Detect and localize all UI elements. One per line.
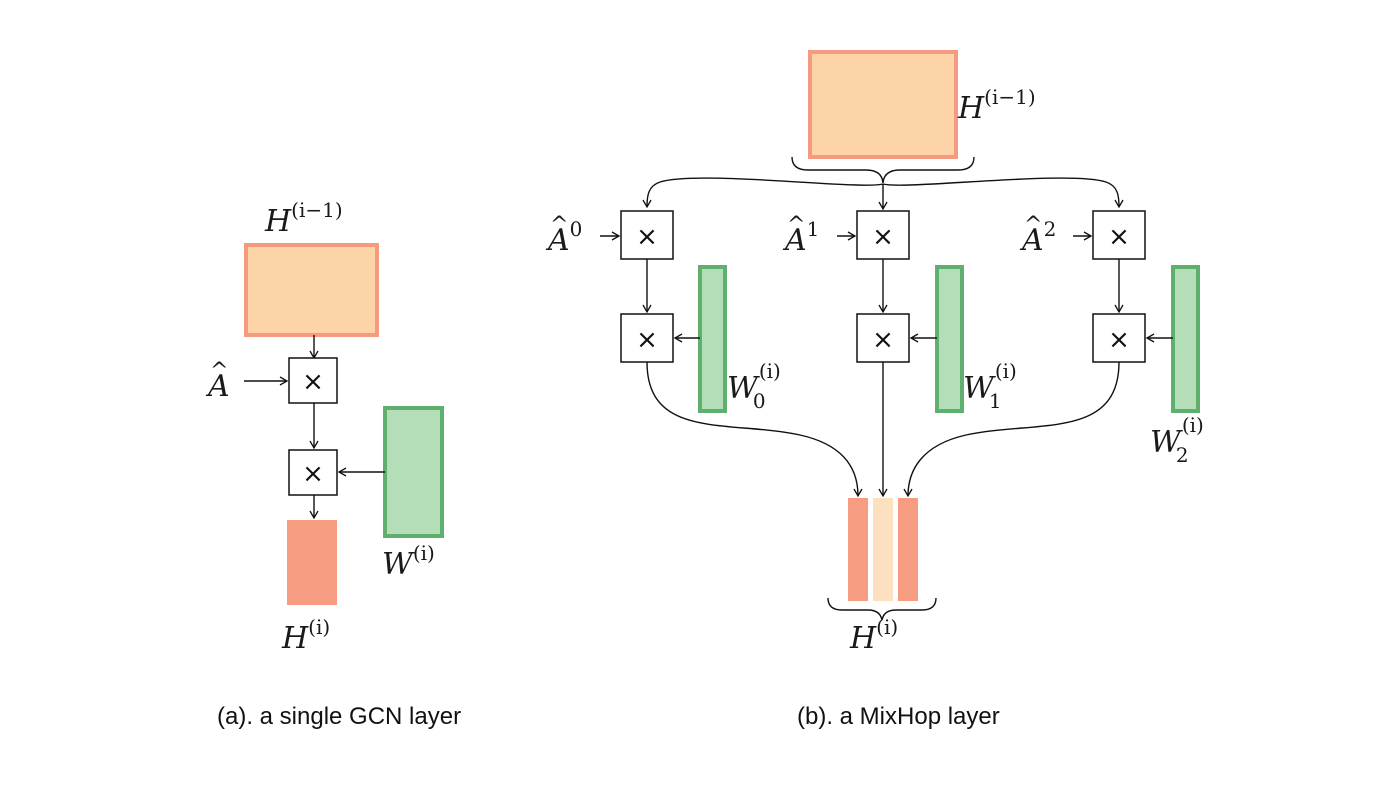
panel-b-multiply-symbol-0b: × bbox=[636, 325, 658, 355]
panel-a-adjacency-hat: ^ bbox=[210, 359, 228, 384]
panel-b-adjacency-label-2: A2 bbox=[1019, 217, 1056, 258]
panel-a-multiply-op-1 bbox=[288, 357, 338, 404]
panel-b-output-label: H(i) bbox=[849, 615, 898, 656]
panel-a-output-matrix bbox=[287, 520, 337, 605]
panel-a-input-matrix bbox=[244, 243, 379, 337]
panel-b-branch-2: A2 ^ × × W(i) 2 bbox=[903, 210, 1204, 498]
panel-b-multiply-op-1b bbox=[856, 313, 910, 363]
panel-b-output-block-2 bbox=[898, 498, 918, 601]
panel-a-multiply-symbol-1: × bbox=[302, 367, 324, 397]
panel-b-adjacency-label-0: A0 bbox=[545, 217, 582, 258]
panel-b-branch-0: A0 ^ × × W(i) 0 bbox=[545, 210, 863, 498]
panel-a-input-label: H(i−1) bbox=[264, 198, 343, 239]
panel-b-weight-matrix-2 bbox=[1171, 265, 1200, 413]
panel-b-multiply-symbol-0a: × bbox=[636, 222, 658, 252]
panel-b-weight-label-1: W(i) 1 bbox=[963, 359, 1017, 413]
panel-a-weight-label: W(i) bbox=[382, 541, 435, 582]
panel-b-multiply-op-0b bbox=[620, 313, 674, 363]
panel-b-output-block-0 bbox=[848, 498, 868, 601]
panel-b-adjacency-hat-0: ^ bbox=[550, 213, 568, 238]
panel-b-caption: (b). a MixHop layer bbox=[797, 703, 1000, 730]
panel-b-adjacency-label-1: A1 bbox=[782, 217, 819, 258]
panel-b-multiply-op-2a bbox=[1092, 210, 1146, 260]
panel-b-edge-input-to-branch-2 bbox=[882, 177, 1124, 209]
panel-a-gcn-layer: H(i−1) A ^ × × W(i) H(i) (a). a single G… bbox=[205, 198, 461, 730]
panel-b-multiply-op-0a bbox=[620, 210, 674, 260]
panel-a-caption: (a). a single GCN layer bbox=[217, 703, 461, 730]
panel-b-output-block-1 bbox=[873, 498, 893, 601]
panel-b-edge-branch-0-to-output bbox=[646, 361, 863, 498]
panel-a-multiply-symbol-2: × bbox=[302, 459, 324, 489]
panel-a-weight-matrix bbox=[383, 406, 444, 538]
panel-a-multiply-op-2 bbox=[288, 449, 338, 496]
panel-b-weight-matrix-0 bbox=[698, 265, 727, 413]
panel-b-adjacency-hat-1: ^ bbox=[787, 213, 805, 238]
panel-b-multiply-symbol-2b: × bbox=[1108, 325, 1130, 355]
panel-b-weight-label-2: W(i) 2 bbox=[1150, 413, 1204, 467]
panel-b-multiply-op-2b bbox=[1092, 313, 1146, 363]
panel-b-weight-matrix-1 bbox=[935, 265, 964, 413]
panel-a-output-label: H(i) bbox=[281, 615, 330, 656]
panel-b-branch-1: A1 ^ × × W(i) 1 bbox=[782, 210, 1017, 498]
panel-b-multiply-symbol-2a: × bbox=[1108, 222, 1130, 252]
panel-b-input-matrix bbox=[808, 50, 958, 159]
panel-b-edge-input-to-branch-0 bbox=[642, 177, 884, 209]
panel-b-multiply-symbol-1b: × bbox=[872, 325, 894, 355]
panel-b-input-brace bbox=[791, 156, 975, 184]
panel-b-output-brace bbox=[827, 597, 937, 621]
panel-b-edge-branch-2-to-output bbox=[903, 361, 1120, 498]
panel-b-multiply-symbol-1a: × bbox=[872, 222, 894, 252]
panel-b-mixhop-layer: H(i−1) A0 ^ × × W(i) 0 bbox=[545, 50, 1204, 730]
panel-a-adjacency-label: A bbox=[205, 369, 230, 404]
panel-b-weight-label-0: W(i) 0 bbox=[727, 359, 781, 413]
panel-b-input-label: H(i−1) bbox=[957, 85, 1036, 126]
panel-b-adjacency-hat-2: ^ bbox=[1024, 213, 1042, 238]
